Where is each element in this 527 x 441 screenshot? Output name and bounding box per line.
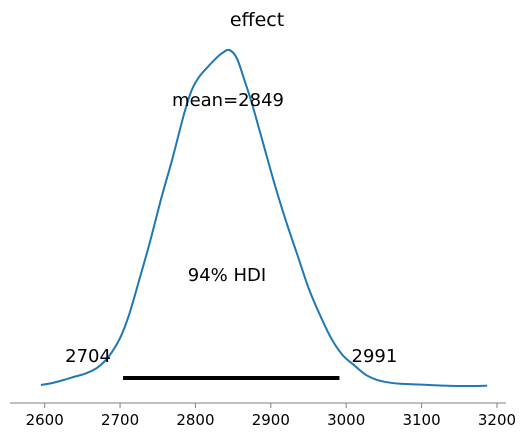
- x-tick-label: 2900: [252, 411, 290, 429]
- x-tick-label: 2600: [26, 411, 64, 429]
- hdi-label: 94% HDI: [188, 265, 266, 286]
- density-curve: [40, 48, 488, 388]
- hdi-low-label: 2704: [65, 346, 111, 367]
- x-tick-label: 3000: [327, 411, 365, 429]
- x-tick-label: 2800: [176, 411, 214, 429]
- mean-label: mean=2849: [172, 90, 284, 111]
- x-tick-label: 3100: [402, 411, 440, 429]
- x-tick-label: 2700: [101, 411, 139, 429]
- chart-title: effect: [230, 9, 284, 31]
- x-tick-label: 3200: [478, 411, 516, 429]
- hdi-high-label: 2991: [352, 346, 398, 367]
- x-ticks: 2600 2700 2800 2900 3000 3100 3200: [26, 403, 516, 429]
